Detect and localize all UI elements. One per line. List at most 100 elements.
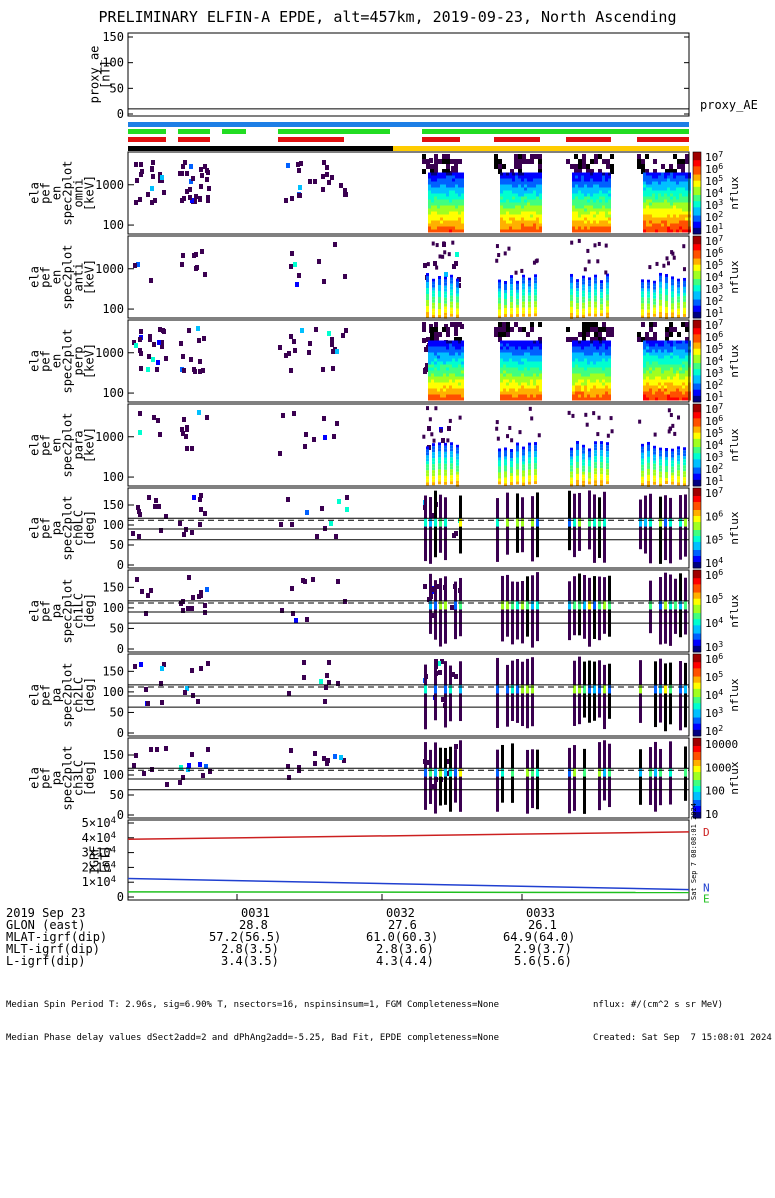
data-cell xyxy=(600,474,603,478)
data-cell xyxy=(582,468,585,472)
data-cell xyxy=(600,444,603,448)
data-cell xyxy=(440,367,443,371)
data-cell xyxy=(590,193,593,197)
data-cell xyxy=(587,349,590,353)
data-cell xyxy=(659,483,662,487)
data-cell xyxy=(658,193,661,197)
data-cell xyxy=(203,511,207,516)
data-cell xyxy=(536,187,539,191)
data-cell xyxy=(187,328,191,333)
data-cell xyxy=(443,346,446,350)
cbar-tick-label: 103 xyxy=(705,449,723,464)
cbar-tick-label: 104 xyxy=(705,269,723,284)
energy-ytick: 1000 xyxy=(95,430,124,444)
data-cell xyxy=(593,364,596,368)
data-cell xyxy=(527,343,530,347)
colorbar-cell xyxy=(693,156,701,159)
data-cell xyxy=(594,456,597,460)
data-cell xyxy=(664,391,667,395)
data-cell xyxy=(504,471,507,475)
data-cell xyxy=(512,397,515,401)
data-cell xyxy=(437,193,440,197)
data-cell xyxy=(461,172,464,176)
panel-5-cells xyxy=(135,572,687,648)
axis-label-line: ela xyxy=(28,684,42,706)
data-cell xyxy=(138,197,142,202)
cbar-tick-label: 106 xyxy=(705,245,723,260)
data-cell xyxy=(502,327,506,332)
data-cell xyxy=(514,164,518,169)
colorbar-label: nflux xyxy=(728,428,741,461)
data-cell xyxy=(442,169,446,174)
data-cell xyxy=(671,469,674,473)
data-cell xyxy=(516,289,519,293)
data-cell xyxy=(452,379,455,383)
data-cell xyxy=(327,180,331,185)
data-cell xyxy=(500,181,503,185)
data-cell xyxy=(647,450,650,454)
colorbar-cell xyxy=(693,740,701,743)
data-cell xyxy=(455,346,458,350)
data-cell xyxy=(664,220,667,224)
axis-label-line: [keV] xyxy=(83,427,97,463)
data-cell xyxy=(437,388,440,392)
data-cell xyxy=(455,202,458,206)
data-cell xyxy=(190,530,194,535)
data-cell xyxy=(516,301,519,305)
data-cell xyxy=(504,459,507,463)
data-cell xyxy=(572,226,575,230)
data-cell xyxy=(434,202,437,206)
data-cell xyxy=(441,254,445,259)
data-cell xyxy=(676,346,679,350)
data-cell xyxy=(664,352,667,356)
data-cell xyxy=(434,164,438,169)
data-cell xyxy=(444,297,447,301)
data-cell xyxy=(500,217,503,221)
data-cell xyxy=(641,315,644,319)
proxy-ae-ylabel: proxy_ae[nT] xyxy=(88,46,113,104)
data-cell xyxy=(649,382,652,386)
data-cell xyxy=(498,322,502,327)
data-cell xyxy=(536,388,539,392)
cbar-tick-label: 102 xyxy=(705,293,723,308)
data-cell xyxy=(599,211,602,215)
data-cell xyxy=(456,284,459,288)
pa-ytick: 100 xyxy=(102,518,124,532)
data-cell xyxy=(584,223,587,227)
data-cell xyxy=(440,199,443,203)
data-cell xyxy=(456,278,459,282)
data-cell xyxy=(571,413,575,418)
data-cell xyxy=(181,354,185,359)
data-cell xyxy=(504,283,507,287)
data-cell xyxy=(658,340,661,344)
colorbar-cell xyxy=(693,808,701,811)
data-cell xyxy=(506,184,509,188)
data-cell xyxy=(430,337,434,342)
data-cell xyxy=(606,451,609,455)
data-cell xyxy=(658,184,661,188)
data-cell xyxy=(426,464,429,468)
data-cell xyxy=(581,199,584,203)
colorbar-cell xyxy=(693,473,701,477)
data-cell xyxy=(648,265,652,270)
data-cell xyxy=(676,370,679,374)
data-cell xyxy=(576,309,579,313)
data-cell xyxy=(446,181,449,185)
data-cell xyxy=(431,214,434,218)
data-cell xyxy=(449,226,452,230)
colorbar-cell xyxy=(693,182,701,186)
data-cell xyxy=(429,768,432,777)
data-cell xyxy=(527,394,530,398)
data-cell xyxy=(524,361,527,365)
data-cell xyxy=(458,178,461,182)
data-cell xyxy=(433,261,437,266)
data-cell xyxy=(443,388,446,392)
data-cell xyxy=(444,306,447,310)
data-cell xyxy=(582,447,585,451)
data-cell xyxy=(587,343,590,347)
data-cell xyxy=(539,397,542,401)
data-cell xyxy=(649,364,652,368)
data-cell xyxy=(512,193,515,197)
data-cell xyxy=(671,300,674,304)
data-cell xyxy=(461,370,464,374)
